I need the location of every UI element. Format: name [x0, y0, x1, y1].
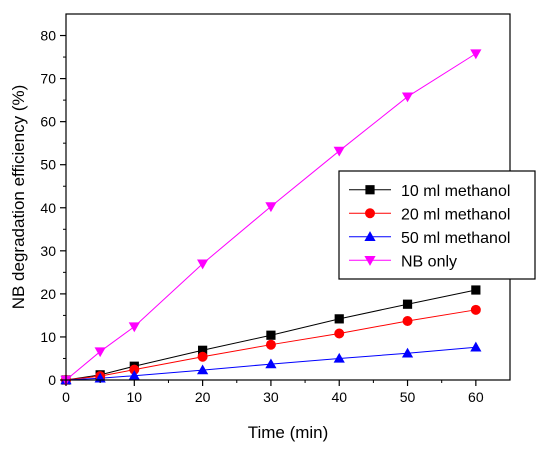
data-point-series-4	[470, 49, 482, 60]
data-point-series-1	[471, 285, 481, 295]
legend-marker	[365, 208, 375, 219]
data-point-series-3	[265, 358, 277, 369]
data-point-series-1	[266, 330, 276, 340]
data-point-series-2	[470, 304, 481, 315]
y-tick-label: 40	[40, 200, 56, 216]
data-point-series-3	[333, 352, 345, 363]
y-tick-label: 70	[40, 71, 56, 87]
y-tick-label: 0	[48, 372, 56, 388]
data-point-series-4	[197, 259, 209, 270]
x-tick-label: 60	[468, 389, 484, 405]
y-tick-label: 60	[40, 114, 56, 130]
x-axis: 0 10 20 30 40 50 60	[62, 380, 484, 405]
series-lines	[65, 53, 477, 381]
legend-label: 50 ml methanol	[401, 230, 510, 247]
data-point-series-3	[197, 364, 209, 375]
x-axis-title: Time (min)	[248, 423, 329, 442]
y-tick-label: 20	[40, 286, 56, 302]
x-tick-label: 50	[400, 389, 416, 405]
data-point-series-2	[197, 351, 208, 362]
data-point-series-2	[265, 339, 276, 350]
data-point-series-4	[94, 347, 106, 358]
series-line-2	[65, 309, 476, 381]
legend-label: 20 ml methanol	[401, 206, 510, 223]
x-tick-label: 0	[62, 389, 70, 405]
data-point-series-4	[128, 322, 140, 333]
legend-marker	[364, 231, 376, 241]
data-point-series-2	[129, 364, 140, 375]
data-point-series-1	[334, 314, 344, 324]
x-tick-label: 40	[331, 389, 347, 405]
y-tick-label: 50	[40, 157, 56, 173]
y-tick-label: 30	[40, 243, 56, 259]
data-point-series-4	[401, 92, 414, 103]
series-line-3	[65, 346, 476, 381]
data-point-series-3	[128, 370, 140, 380]
data-point-series-2	[402, 316, 413, 327]
series-line-1	[65, 289, 476, 381]
legend: 10 ml methanol 20 ml methanol 50 ml methan…	[338, 170, 536, 280]
y-tick-label: 80	[40, 28, 56, 44]
x-tick-label: 30	[263, 389, 279, 405]
data-point-series-4	[333, 146, 345, 157]
y-axis-title: NB degradation efficiency (%)	[9, 85, 28, 310]
x-tick-label: 10	[127, 389, 143, 405]
data-point-series-1	[198, 345, 208, 355]
data-point-series-2	[334, 328, 345, 339]
data-point-series-3	[470, 341, 482, 352]
series-line-4	[65, 53, 477, 381]
legend-marker	[365, 185, 375, 195]
y-axis: 0 10 20 30 40 50 60 70 80	[40, 28, 66, 388]
legend-label: NB only	[401, 253, 457, 270]
legend-label: 10 ml methanol	[401, 183, 510, 200]
legend-marker	[364, 256, 376, 266]
data-point-series-3	[401, 347, 414, 358]
y-tick-label: 10	[40, 329, 56, 345]
data-point-series-4	[265, 202, 277, 213]
x-tick-label: 20	[195, 389, 211, 405]
data-point-series-1	[402, 299, 413, 309]
